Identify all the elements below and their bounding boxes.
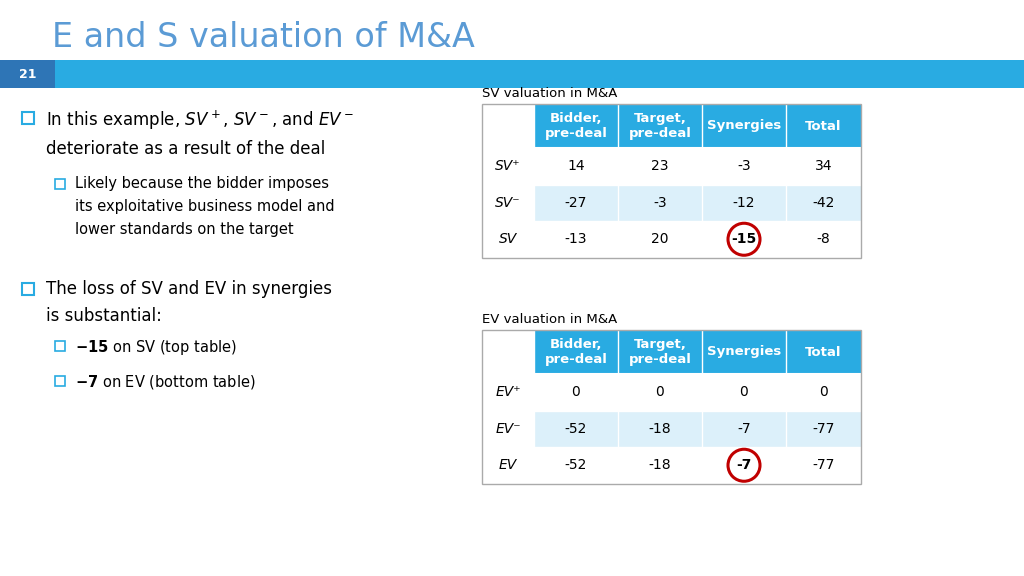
Bar <box>786 411 861 447</box>
Bar <box>786 148 861 184</box>
Text: -7: -7 <box>737 422 751 436</box>
Bar <box>702 374 786 411</box>
Bar <box>534 411 618 447</box>
Text: deteriorate as a result of the deal: deteriorate as a result of the deal <box>46 140 326 158</box>
Bar <box>482 104 534 148</box>
Text: 23: 23 <box>651 159 669 173</box>
Text: -8: -8 <box>816 232 830 247</box>
Text: -42: -42 <box>812 196 835 210</box>
Bar <box>618 184 702 221</box>
Bar <box>786 221 861 257</box>
Bar <box>534 447 618 483</box>
Text: -52: -52 <box>565 458 587 472</box>
Text: -52: -52 <box>565 422 587 436</box>
Bar <box>618 221 702 257</box>
Bar <box>482 148 534 184</box>
Text: SV⁻: SV⁻ <box>496 196 521 210</box>
Bar <box>534 374 618 411</box>
Bar <box>55 341 65 351</box>
Bar <box>482 184 534 221</box>
Bar <box>482 221 534 257</box>
Bar <box>55 60 1024 88</box>
Bar <box>0 60 55 88</box>
Bar <box>702 447 786 483</box>
Text: SV valuation in M&A: SV valuation in M&A <box>482 87 617 100</box>
Bar <box>534 104 618 148</box>
Text: Target,
pre-deal: Target, pre-deal <box>629 112 691 140</box>
Text: 21: 21 <box>18 67 36 81</box>
Text: -3: -3 <box>653 196 667 210</box>
Text: SV: SV <box>499 232 517 247</box>
Bar <box>22 283 34 295</box>
Text: Synergies: Synergies <box>707 346 781 358</box>
Text: 0: 0 <box>819 385 827 399</box>
Bar <box>618 148 702 184</box>
Text: 0: 0 <box>571 385 581 399</box>
Bar <box>702 411 786 447</box>
Bar <box>618 330 702 374</box>
Text: -15: -15 <box>731 232 757 247</box>
Text: 34: 34 <box>815 159 833 173</box>
Bar <box>482 330 534 374</box>
Text: EV: EV <box>499 458 517 472</box>
Text: 14: 14 <box>567 159 585 173</box>
Text: -27: -27 <box>565 196 587 210</box>
Text: -3: -3 <box>737 159 751 173</box>
Bar <box>786 330 861 374</box>
Text: -7: -7 <box>736 458 752 472</box>
Bar <box>702 184 786 221</box>
Text: Total: Total <box>805 346 842 358</box>
Text: SV⁺: SV⁺ <box>496 159 521 173</box>
Bar <box>702 148 786 184</box>
Text: EV valuation in M&A: EV valuation in M&A <box>482 313 617 326</box>
Bar <box>482 447 534 483</box>
Text: Target,
pre-deal: Target, pre-deal <box>629 338 691 366</box>
Text: Likely because the bidder imposes
its exploitative business model and
lower stan: Likely because the bidder imposes its ex… <box>75 176 335 237</box>
Bar <box>618 374 702 411</box>
Bar <box>534 148 618 184</box>
Bar <box>702 221 786 257</box>
Text: -18: -18 <box>648 422 672 436</box>
Text: -12: -12 <box>733 196 756 210</box>
Text: E and S valuation of M&A: E and S valuation of M&A <box>52 21 475 54</box>
Text: 20: 20 <box>651 232 669 247</box>
Bar <box>786 374 861 411</box>
Text: -77: -77 <box>812 458 835 472</box>
Text: 0: 0 <box>739 385 749 399</box>
Text: The loss of SV and EV in synergies
is substantial:: The loss of SV and EV in synergies is su… <box>46 280 332 325</box>
Bar <box>618 447 702 483</box>
Text: EV⁻: EV⁻ <box>496 422 521 436</box>
Text: EV⁺: EV⁺ <box>496 385 521 399</box>
Bar <box>702 104 786 148</box>
Text: Bidder,
pre-deal: Bidder, pre-deal <box>545 338 607 366</box>
Bar <box>482 411 534 447</box>
Bar <box>618 104 702 148</box>
Text: In this example, $\mathit{SV}^+$, $\mathit{SV}^-$, and $\mathit{EV}^-$: In this example, $\mathit{SV}^+$, $\math… <box>46 109 354 132</box>
Text: Bidder,
pre-deal: Bidder, pre-deal <box>545 112 607 140</box>
Text: Synergies: Synergies <box>707 119 781 132</box>
Text: Total: Total <box>805 119 842 132</box>
Text: $\mathbf{-7}$ on EV (bottom table): $\mathbf{-7}$ on EV (bottom table) <box>75 373 256 391</box>
Bar <box>55 179 65 189</box>
Bar <box>702 330 786 374</box>
Bar <box>786 184 861 221</box>
Bar <box>482 330 861 483</box>
Text: 0: 0 <box>655 385 665 399</box>
Text: -18: -18 <box>648 458 672 472</box>
Bar <box>22 112 34 124</box>
Bar <box>786 447 861 483</box>
Text: $\mathbf{-15}$ on SV (top table): $\mathbf{-15}$ on SV (top table) <box>75 338 237 357</box>
Bar <box>482 374 534 411</box>
Text: -13: -13 <box>565 232 587 247</box>
Bar <box>55 376 65 386</box>
Text: -77: -77 <box>812 422 835 436</box>
Bar <box>534 221 618 257</box>
Bar <box>534 184 618 221</box>
Bar <box>482 104 861 257</box>
Bar <box>618 411 702 447</box>
Bar <box>786 104 861 148</box>
Bar <box>534 330 618 374</box>
